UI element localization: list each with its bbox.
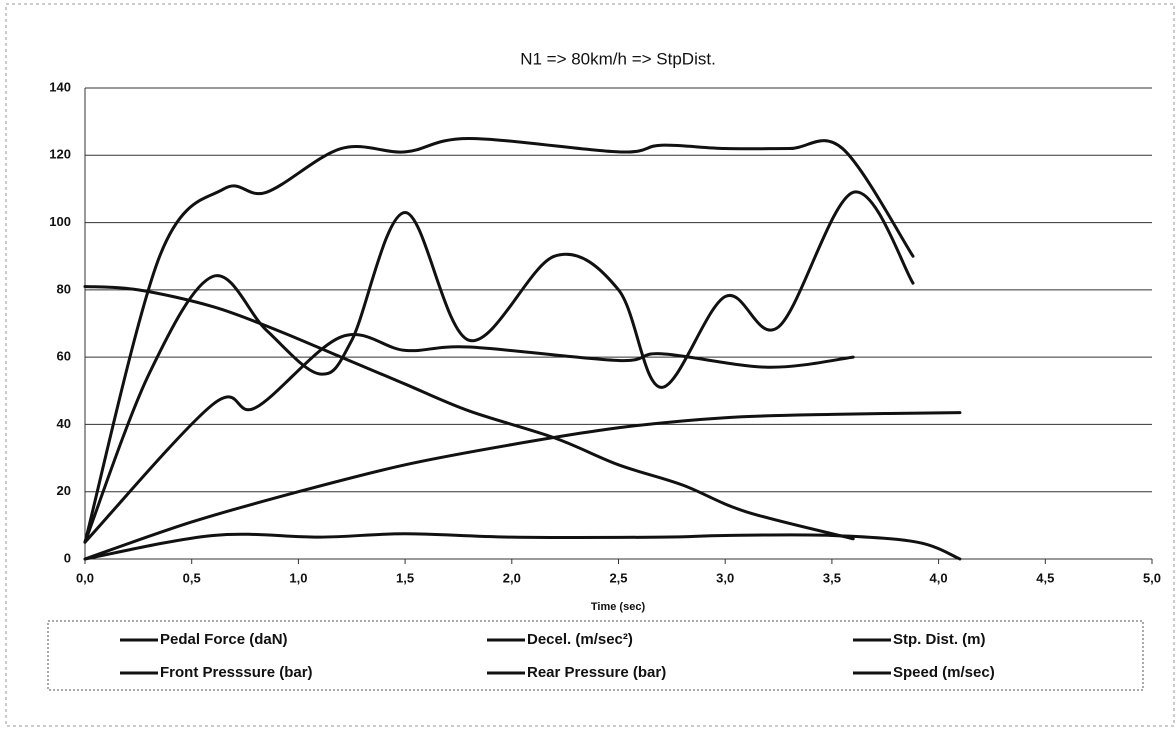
- series-line: [83, 136, 915, 544]
- legend-label: Rear Pressure (bar): [527, 664, 666, 681]
- x-tick-label: 5,0: [1143, 570, 1161, 585]
- series-line: [83, 284, 855, 541]
- series-line: [83, 532, 962, 561]
- legend-label: Speed (m/sec): [893, 664, 995, 681]
- y-tick-label: 0: [64, 550, 71, 565]
- x-tick-label: 1,5: [396, 570, 414, 585]
- x-tick-label: 2,5: [609, 570, 627, 585]
- x-tick-label: 3,5: [823, 570, 841, 585]
- y-tick-label: 100: [49, 214, 71, 229]
- chart-border: [5, 3, 1175, 727]
- y-tick-label: 140: [49, 79, 71, 94]
- x-tick-label: 4,5: [1036, 570, 1054, 585]
- x-tick-label: 3,0: [716, 570, 734, 585]
- x-tick-label: 2,0: [503, 570, 521, 585]
- y-tick-label: 60: [57, 349, 71, 364]
- chart-title: N1 => 80km/h => StpDist.: [520, 49, 716, 68]
- x-tick-label: 4,0: [930, 570, 948, 585]
- x-tick-label: 0,0: [76, 570, 94, 585]
- legend-label: Stp. Dist. (m): [893, 631, 986, 648]
- series-line: [83, 190, 915, 544]
- x-tick-label: 0,5: [183, 570, 201, 585]
- x-tick-label: 1,0: [289, 570, 307, 585]
- y-tick-label: 20: [57, 483, 71, 498]
- legend-box: [47, 620, 1144, 691]
- series-line: [83, 333, 855, 544]
- y-tick-label: 40: [57, 416, 71, 431]
- legend-label: Decel. (m/sec²): [527, 631, 633, 648]
- legend-label: Front Presssure (bar): [160, 664, 313, 681]
- legend-label: Pedal Force (daN): [160, 631, 288, 648]
- x-axis-label: Time (sec): [591, 601, 646, 613]
- y-tick-label: 120: [49, 147, 71, 162]
- y-tick-label: 80: [57, 281, 71, 296]
- series-line: [83, 411, 962, 561]
